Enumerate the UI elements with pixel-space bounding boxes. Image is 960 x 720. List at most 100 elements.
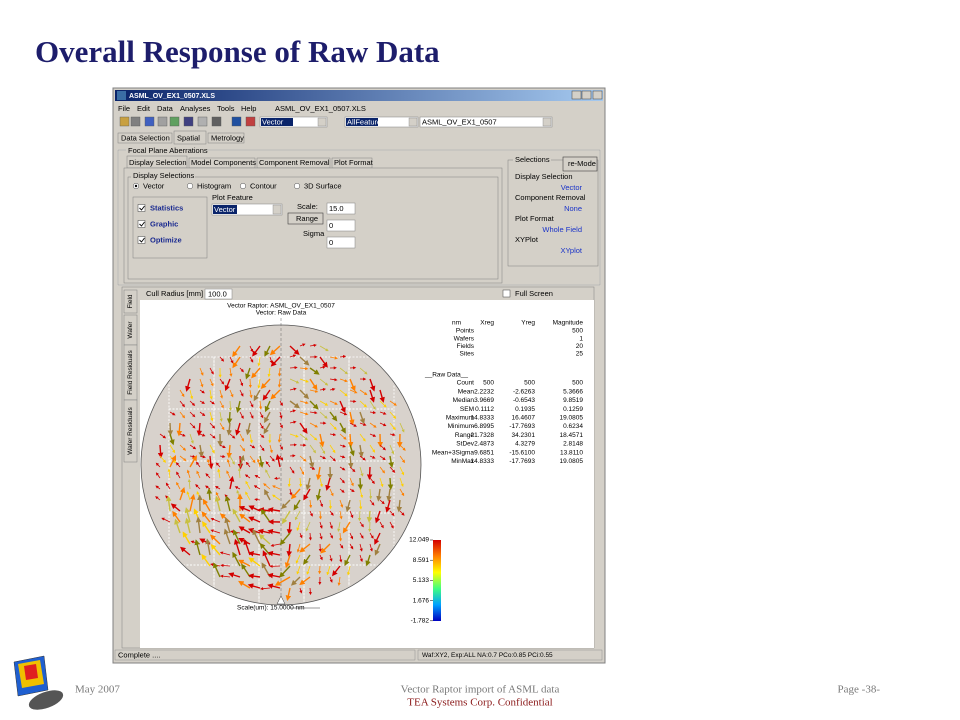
radio-label: Contour bbox=[250, 181, 277, 190]
tab-page bbox=[123, 167, 503, 284]
radio[interactable] bbox=[186, 182, 194, 190]
full-screen-checkbox[interactable] bbox=[502, 289, 511, 298]
vector bbox=[199, 455, 206, 459]
vector bbox=[357, 510, 362, 522]
vector bbox=[199, 367, 204, 376]
side-tab[interactable] bbox=[123, 399, 138, 463]
footer-date: May 2007 bbox=[75, 684, 120, 696]
maximize[interactable] bbox=[581, 90, 592, 100]
vector bbox=[208, 455, 214, 470]
input[interactable] bbox=[326, 236, 356, 249]
vector bbox=[176, 422, 183, 437]
vector bbox=[229, 433, 236, 439]
selection-name: Plot Format bbox=[515, 214, 555, 223]
vector bbox=[299, 389, 310, 400]
vector bbox=[215, 462, 221, 468]
selections-label-bg bbox=[513, 157, 551, 164]
toolbar-icon[interactable] bbox=[130, 116, 141, 127]
vector bbox=[299, 356, 310, 366]
toolbar-icon[interactable] bbox=[119, 116, 130, 127]
menu-item[interactable]: Data bbox=[157, 104, 174, 113]
vector bbox=[329, 554, 333, 562]
stats-value: 0.1259 bbox=[563, 406, 583, 413]
menu-item[interactable]: Edit bbox=[137, 104, 151, 113]
vector bbox=[286, 543, 293, 557]
status-info: Waf:XY2, Exp:ALL NA:0.7 PCo:0.85 PCi:0.5… bbox=[422, 652, 553, 659]
vector bbox=[389, 510, 395, 517]
full-screen-label: Full Screen bbox=[515, 289, 553, 298]
dropdown[interactable] bbox=[259, 116, 328, 128]
vector bbox=[299, 543, 311, 553]
close[interactable] bbox=[592, 90, 603, 100]
toolbar-icon[interactable] bbox=[169, 116, 180, 127]
input[interactable] bbox=[326, 219, 356, 232]
dropdown[interactable] bbox=[344, 116, 419, 128]
checkbox[interactable] bbox=[137, 220, 146, 228]
vector bbox=[359, 554, 363, 563]
colorbar bbox=[433, 540, 441, 621]
tab[interactable] bbox=[207, 132, 245, 144]
vector bbox=[258, 455, 264, 468]
side-tabs: Field Wafer Field Residuals Wafer Residuals bbox=[123, 289, 138, 463]
vector bbox=[199, 389, 205, 394]
toolbar: Vector AllFeatures ASML_OV_EX1_0507 bbox=[119, 116, 553, 128]
vector bbox=[339, 400, 346, 414]
vector bbox=[289, 387, 297, 391]
vector bbox=[319, 411, 328, 419]
dropdown-arrow[interactable] bbox=[272, 204, 282, 215]
range-button[interactable] bbox=[287, 212, 324, 225]
vector bbox=[214, 486, 221, 490]
toolbar-icon[interactable] bbox=[211, 116, 222, 127]
plot-feature-dropdown[interactable] bbox=[211, 203, 283, 216]
dropdown[interactable] bbox=[419, 116, 553, 128]
vector bbox=[260, 378, 271, 389]
vector bbox=[279, 565, 291, 578]
vector bbox=[329, 488, 334, 497]
checkbox[interactable] bbox=[137, 204, 146, 212]
toolbar-icon[interactable] bbox=[144, 116, 155, 127]
toolbar-icon[interactable] bbox=[231, 116, 242, 127]
radio[interactable] bbox=[293, 182, 301, 190]
vector bbox=[265, 461, 271, 468]
minimize[interactable] bbox=[571, 90, 582, 100]
input[interactable] bbox=[326, 202, 356, 215]
dropdown-arrow[interactable] bbox=[542, 117, 552, 127]
cull-input[interactable] bbox=[204, 288, 233, 300]
vector bbox=[389, 411, 397, 419]
toolbar-icon[interactable] bbox=[245, 116, 256, 127]
toolbar-icon[interactable] bbox=[157, 116, 168, 127]
vector bbox=[229, 356, 234, 364]
menu-item[interactable]: Help bbox=[241, 104, 256, 113]
toolbar-icon[interactable] bbox=[197, 116, 208, 127]
vector bbox=[267, 550, 281, 557]
vector bbox=[248, 557, 261, 567]
radio[interactable] bbox=[239, 182, 247, 190]
check-label: Statistics bbox=[150, 203, 183, 212]
vector bbox=[299, 532, 303, 539]
tab[interactable] bbox=[173, 130, 207, 145]
vector bbox=[369, 455, 376, 459]
menu-item[interactable]: Analyses bbox=[180, 104, 211, 113]
toolbar-icon[interactable] bbox=[183, 116, 194, 127]
stats-header: Magnitude bbox=[553, 320, 584, 327]
dropdown-arrow[interactable] bbox=[317, 117, 327, 127]
re-mode-button[interactable] bbox=[562, 156, 598, 172]
vector bbox=[309, 466, 316, 470]
dropdown-arrow[interactable] bbox=[408, 117, 418, 127]
vector bbox=[267, 583, 281, 589]
vector bbox=[319, 444, 326, 455]
vector bbox=[379, 411, 387, 415]
checkbox[interactable] bbox=[137, 236, 146, 244]
vector bbox=[159, 455, 167, 463]
side-tab[interactable] bbox=[123, 289, 138, 314]
vector bbox=[189, 411, 196, 418]
menu-item[interactable]: File bbox=[118, 104, 130, 113]
vector bbox=[287, 477, 291, 488]
vector bbox=[254, 498, 261, 502]
vector bbox=[219, 444, 226, 449]
sigma-label: Sigma bbox=[303, 229, 325, 238]
footer-confidential: TEA Systems Corp. Confidential bbox=[407, 697, 552, 709]
tab[interactable] bbox=[117, 132, 173, 144]
vector bbox=[318, 510, 323, 520]
menu-item[interactable]: Tools bbox=[217, 104, 235, 113]
